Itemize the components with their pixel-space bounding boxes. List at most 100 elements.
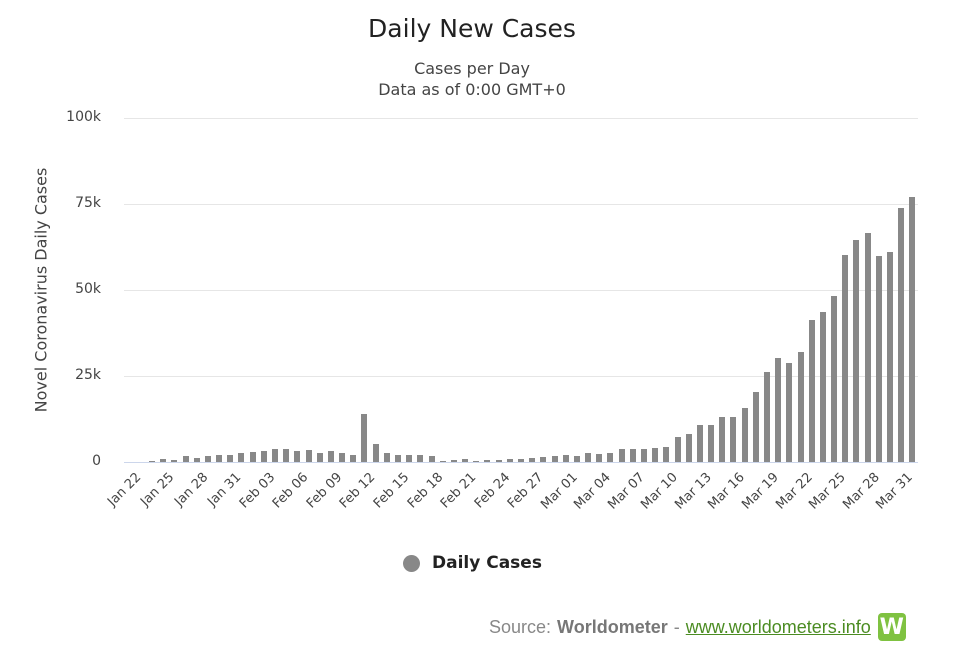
bar[interactable] [663,446,670,462]
bar[interactable] [316,452,323,462]
x-tick-label: Feb 06 [270,470,312,512]
bar[interactable] [775,358,782,462]
bar[interactable] [249,452,256,462]
bar[interactable] [629,448,636,462]
bar[interactable] [462,458,469,462]
bar[interactable] [372,444,379,462]
bar[interactable] [160,459,167,462]
bar[interactable] [350,455,357,462]
bar[interactable] [730,417,737,462]
source-link[interactable]: www.worldometers.info [685,616,871,637]
bar[interactable] [696,425,703,462]
source-name: Worldometer [557,616,668,637]
y-tick-label: 0 [92,453,101,469]
legend-marker-icon [403,554,420,572]
y-tick-label: 50k [75,281,101,297]
x-tick-label: Mar 04 [571,470,615,513]
bar[interactable] [585,453,592,462]
bar[interactable] [327,451,334,462]
source-footer: Source: Worldometer - www.worldometers.i… [489,613,906,641]
bar[interactable] [227,454,234,462]
x-tick-label: Mar 10 [638,470,682,513]
bar[interactable] [752,391,759,462]
worldometer-logo-icon: W [877,613,906,641]
bar[interactable] [182,456,189,462]
x-tick-label: Mar 16 [705,470,749,513]
bar[interactable] [641,448,647,462]
bar[interactable] [596,454,603,462]
bar[interactable] [808,320,815,462]
bar[interactable] [875,255,882,462]
bar[interactable] [495,460,502,462]
subtitle-line-1: Cases per Day [414,59,530,78]
chart-title: Daily New Cases [368,14,576,43]
bar[interactable] [171,459,178,462]
bar[interactable] [831,296,838,462]
bar[interactable] [439,460,446,462]
x-tick-label: Feb 09 [303,470,346,512]
bar[interactable] [562,455,569,462]
bar[interactable] [148,461,155,462]
bar[interactable] [394,454,401,462]
x-tick-label: Feb 03 [236,470,279,512]
x-tick-label: Jan 22 [104,470,144,510]
bar[interactable] [708,425,715,462]
bar[interactable] [819,312,826,462]
gridline [124,118,918,119]
bar[interactable] [898,208,905,462]
bar[interactable] [685,434,692,462]
bar[interactable] [361,413,368,462]
bar[interactable] [271,448,278,462]
bar[interactable] [406,455,413,462]
bar[interactable] [764,371,771,462]
bar[interactable] [450,459,457,462]
bar[interactable] [305,450,312,462]
bar[interactable] [618,448,625,462]
x-tick-label: Feb 15 [370,470,413,512]
bar[interactable] [193,457,200,462]
bar[interactable] [204,455,211,462]
bar[interactable] [518,458,524,462]
legend-label: Daily Cases [432,553,542,573]
bar[interactable] [786,362,793,462]
bar[interactable] [797,351,804,462]
bar[interactable] [473,460,480,462]
bar[interactable] [864,232,871,462]
subtitle-line-2: Data as of 0:00 GMT+0 [378,80,566,99]
bar[interactable] [283,449,290,462]
source-prefix: Source: [489,616,552,637]
bar[interactable] [383,453,390,462]
bar[interactable] [540,457,547,462]
source-separator: - [673,616,680,637]
bar[interactable] [506,459,513,462]
legend[interactable]: Daily Cases [403,553,542,573]
bar[interactable] [216,455,223,462]
bar[interactable] [417,454,424,462]
bar[interactable] [573,455,580,462]
bar[interactable] [551,455,558,462]
bar[interactable] [260,451,267,462]
bar[interactable] [529,457,536,462]
bar[interactable] [652,447,659,462]
bar[interactable] [719,417,726,462]
bar[interactable] [238,453,245,462]
bar[interactable] [607,452,614,462]
bar[interactable] [484,459,491,462]
chart-subtitle: Cases per Day Data as of 0:00 GMT+0 [0,58,944,100]
plot-area [124,118,918,462]
x-tick-label: Jan 25 [138,470,178,510]
bar[interactable] [339,453,346,462]
gridline [124,290,918,291]
gridline [124,376,918,377]
bar[interactable] [741,408,748,462]
bar[interactable] [842,254,849,462]
bar[interactable] [909,197,916,462]
bar[interactable] [674,436,681,462]
y-tick-label: 25k [75,367,101,383]
bar[interactable] [853,240,860,462]
bar[interactable] [887,252,894,462]
x-axis-line [124,462,918,463]
x-tick-label: Feb 21 [437,470,480,512]
bar[interactable] [428,455,435,462]
bar[interactable] [294,451,301,462]
